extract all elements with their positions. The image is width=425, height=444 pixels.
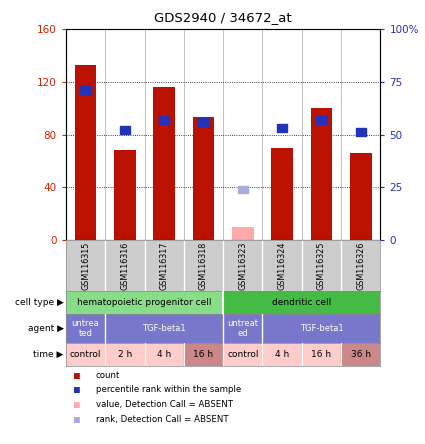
Text: GDS2940 / 34672_at: GDS2940 / 34672_at bbox=[154, 11, 292, 24]
Text: cell type ▶: cell type ▶ bbox=[15, 298, 64, 307]
Text: 4 h: 4 h bbox=[157, 350, 171, 359]
Bar bbox=[120, 127, 130, 134]
Bar bbox=[232, 227, 254, 240]
Text: hematopoietic progenitor cell: hematopoietic progenitor cell bbox=[77, 298, 212, 307]
Bar bbox=[193, 117, 214, 240]
Text: ■: ■ bbox=[74, 415, 80, 425]
Text: TGF-beta1: TGF-beta1 bbox=[300, 324, 343, 333]
Bar bbox=[184, 343, 223, 366]
Bar bbox=[223, 343, 262, 366]
Bar bbox=[262, 343, 302, 366]
Text: 16 h: 16 h bbox=[193, 350, 213, 359]
Text: 16 h: 16 h bbox=[312, 350, 332, 359]
Bar bbox=[144, 343, 184, 366]
Bar bbox=[316, 116, 326, 124]
Bar bbox=[311, 108, 332, 240]
Text: GSM116323: GSM116323 bbox=[238, 242, 247, 290]
Bar bbox=[271, 148, 293, 240]
Text: 36 h: 36 h bbox=[351, 350, 371, 359]
Text: count: count bbox=[96, 371, 120, 380]
Bar bbox=[356, 128, 366, 136]
Bar bbox=[277, 124, 287, 132]
Text: GSM116317: GSM116317 bbox=[160, 242, 169, 290]
Text: rank, Detection Call = ABSENT: rank, Detection Call = ABSENT bbox=[96, 415, 228, 424]
Bar bbox=[159, 116, 169, 124]
Text: value, Detection Call = ABSENT: value, Detection Call = ABSENT bbox=[96, 400, 232, 409]
Text: control: control bbox=[227, 350, 258, 359]
Text: untrea
ted: untrea ted bbox=[72, 319, 99, 338]
Bar bbox=[105, 314, 223, 343]
Text: ■: ■ bbox=[74, 371, 80, 381]
Bar bbox=[66, 343, 105, 366]
Text: TGF-beta1: TGF-beta1 bbox=[142, 324, 186, 333]
Bar bbox=[262, 314, 380, 343]
Bar bbox=[66, 314, 105, 343]
Bar bbox=[350, 153, 371, 240]
Text: GSM116316: GSM116316 bbox=[120, 242, 129, 290]
Bar bbox=[198, 118, 209, 126]
Text: GSM116325: GSM116325 bbox=[317, 242, 326, 290]
Bar bbox=[223, 314, 262, 343]
Text: GSM116315: GSM116315 bbox=[81, 242, 90, 290]
Bar bbox=[238, 186, 248, 194]
Text: control: control bbox=[70, 350, 101, 359]
Text: ■: ■ bbox=[74, 400, 80, 410]
Bar bbox=[80, 86, 91, 94]
Text: percentile rank within the sample: percentile rank within the sample bbox=[96, 385, 241, 394]
Bar bbox=[302, 343, 341, 366]
Text: agent ▶: agent ▶ bbox=[28, 324, 64, 333]
Text: GSM116324: GSM116324 bbox=[278, 242, 286, 290]
Bar bbox=[105, 343, 144, 366]
Bar bbox=[75, 64, 96, 240]
Text: 2 h: 2 h bbox=[118, 350, 132, 359]
Text: GSM116318: GSM116318 bbox=[199, 242, 208, 290]
Text: GSM116326: GSM116326 bbox=[356, 242, 365, 290]
Text: ■: ■ bbox=[74, 385, 80, 396]
Bar bbox=[153, 87, 175, 240]
Bar bbox=[66, 291, 223, 314]
Text: 4 h: 4 h bbox=[275, 350, 289, 359]
Text: dendritic cell: dendritic cell bbox=[272, 298, 332, 307]
Bar bbox=[114, 151, 136, 240]
Text: time ▶: time ▶ bbox=[34, 350, 64, 359]
Text: untreat
ed: untreat ed bbox=[227, 319, 258, 338]
Bar bbox=[341, 343, 380, 366]
Bar bbox=[223, 291, 380, 314]
